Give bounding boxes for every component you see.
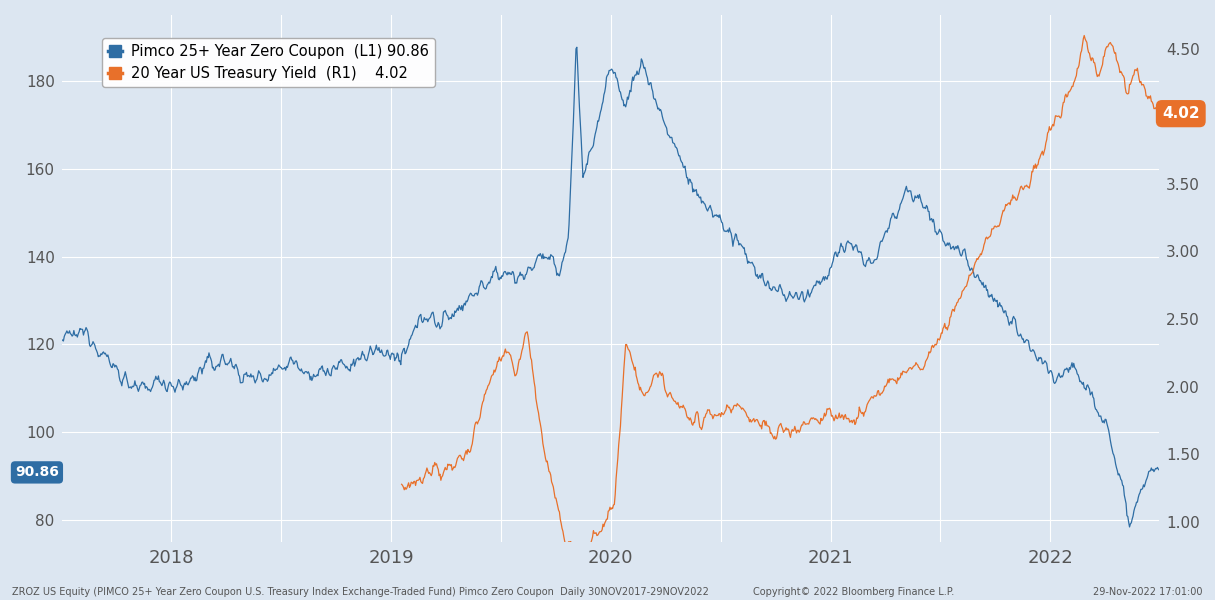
Text: 90.86: 90.86 [15,466,58,479]
Text: 4.02: 4.02 [1162,106,1199,121]
Text: 29-Nov-2022 17:01:00: 29-Nov-2022 17:01:00 [1094,587,1203,597]
Text: Copyright© 2022 Bloomberg Finance L.P.: Copyright© 2022 Bloomberg Finance L.P. [753,587,955,597]
Text: ZROZ US Equity (PIMCO 25+ Year Zero Coupon U.S. Treasury Index Exchange-Traded F: ZROZ US Equity (PIMCO 25+ Year Zero Coup… [12,587,710,597]
Legend: Pimco 25+ Year Zero Coupon  (L1) 90.86, 20 Year US Treasury Yield  (R1)    4.02: Pimco 25+ Year Zero Coupon (L1) 90.86, 2… [102,38,435,87]
